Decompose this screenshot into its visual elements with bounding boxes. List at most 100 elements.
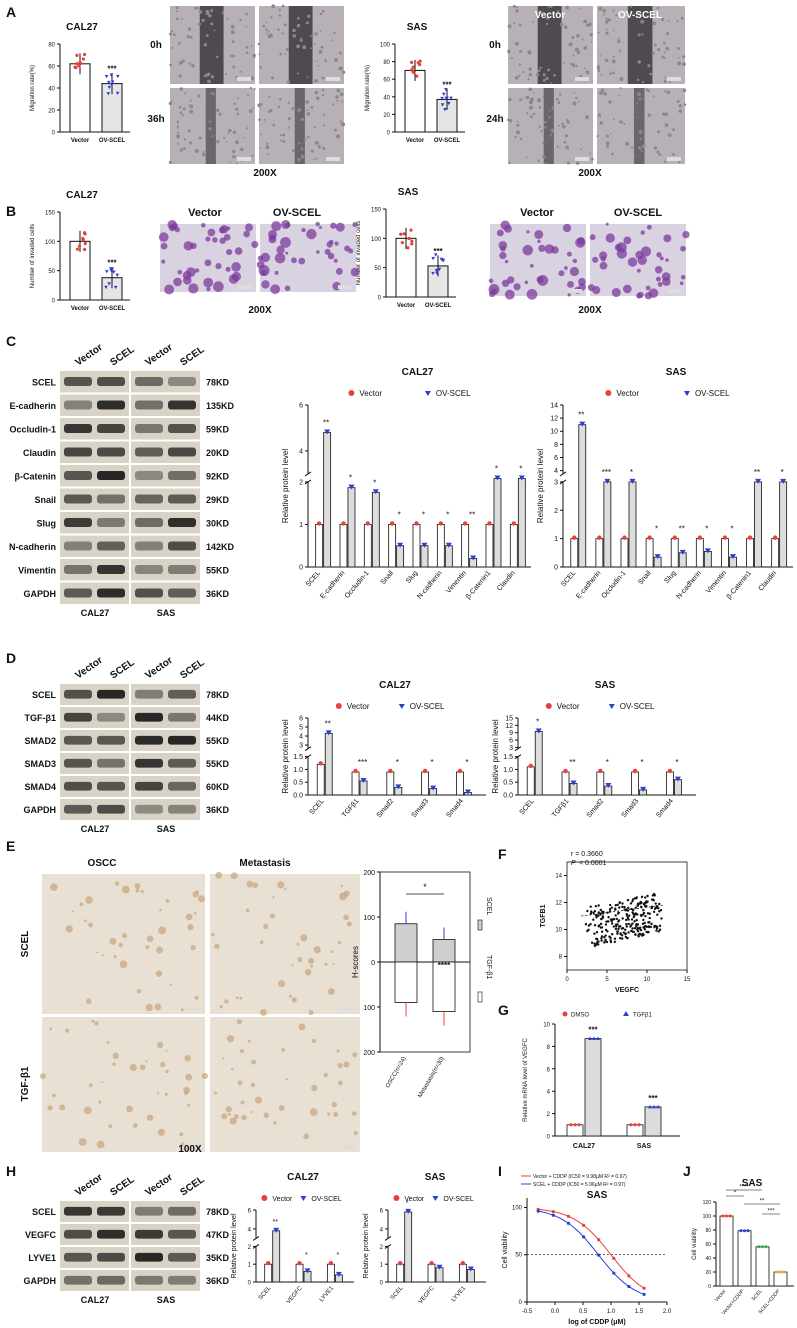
tissue-speck — [136, 989, 142, 994]
cell-blob — [544, 244, 555, 254]
data-point — [569, 1123, 573, 1127]
data-point — [551, 1213, 555, 1217]
scatter-point — [606, 911, 609, 914]
cell-speck — [338, 51, 341, 54]
wound-gap — [543, 88, 554, 164]
tissue-speck — [313, 946, 321, 954]
cell-speck — [306, 135, 310, 139]
bar-2 — [755, 1246, 770, 1287]
tissue-speck — [211, 932, 215, 937]
bar-vector — [351, 771, 360, 796]
scatter-point — [636, 904, 639, 907]
scatter-point — [614, 914, 617, 917]
scatter-point — [625, 925, 628, 928]
cell-speck — [576, 34, 580, 38]
cell-speck — [252, 107, 255, 109]
cell-speck — [232, 130, 237, 135]
blot-strip — [60, 582, 129, 604]
cell-speck — [201, 18, 205, 22]
bar-vector — [264, 1263, 273, 1283]
cell-speck — [322, 94, 325, 97]
cell-speck — [296, 16, 300, 20]
cell-speck — [664, 123, 669, 127]
cell-speck — [291, 149, 295, 152]
cell-speck — [339, 66, 344, 71]
tissue-speck — [333, 1112, 339, 1117]
cell-blob — [318, 225, 322, 229]
tissue-speck — [114, 881, 120, 886]
tissue-speck — [214, 943, 220, 950]
cell-speck — [194, 6, 198, 10]
data-point — [304, 1268, 311, 1274]
tissue-speck — [194, 911, 197, 915]
blot-band — [64, 471, 92, 480]
bar-vector — [631, 771, 640, 796]
data-point — [627, 1284, 631, 1289]
blot-protein-label: GAPDH — [23, 805, 56, 815]
scale-bar — [342, 1007, 356, 1011]
tissue-speck — [224, 999, 229, 1004]
blot-band — [97, 541, 125, 551]
data-point — [360, 777, 367, 783]
cell-speck — [538, 125, 541, 128]
cell-speck — [656, 6, 660, 10]
cell-speck — [519, 137, 523, 141]
cell-speck — [602, 8, 607, 13]
tissue-speck — [140, 890, 144, 894]
cell-blob — [274, 270, 279, 275]
cell-speck — [318, 49, 323, 54]
cell-speck — [177, 142, 180, 145]
bar-ov — [779, 481, 788, 568]
blot-band — [97, 447, 125, 457]
cell-speck — [306, 112, 311, 116]
significance-label: * — [373, 478, 376, 487]
blot-strip — [131, 441, 200, 463]
y-tick-label: 3 — [509, 745, 513, 752]
cell-speck — [568, 42, 573, 47]
data-point — [399, 232, 403, 236]
y-tick-label: 1 — [299, 522, 303, 529]
panel-label-b: B — [6, 203, 17, 219]
blot-kd-label: 47KD — [206, 1230, 230, 1240]
y-tick-label: 12 — [505, 723, 513, 730]
y-tick-label: 3 — [554, 479, 558, 486]
tissue-speck — [184, 1055, 191, 1062]
cell-speck — [537, 159, 540, 163]
scatter-point — [589, 912, 593, 915]
x-tick-label: E-cadherin — [319, 570, 346, 601]
cell-speck — [618, 94, 621, 97]
cell-speck — [640, 19, 645, 24]
cell-speck — [235, 162, 238, 165]
legend-label: Vector — [359, 389, 382, 398]
scatter-point — [627, 922, 630, 926]
tissue-speck — [308, 957, 315, 965]
bar-ov — [628, 481, 637, 568]
data-point — [435, 271, 439, 275]
blot-protein-label: VEGFC — [25, 1230, 57, 1240]
blot-band — [168, 1252, 196, 1262]
data-point — [437, 267, 442, 271]
data-point — [405, 1208, 412, 1214]
blot-protein-label: GAPDH — [23, 1276, 56, 1286]
cell-blob — [260, 269, 267, 277]
y-tick-label: 2 — [554, 508, 558, 515]
cell-speck — [565, 118, 569, 122]
cell-blob — [291, 257, 297, 264]
cell-speck — [297, 157, 301, 162]
blot-strip — [60, 1247, 129, 1268]
data-point — [418, 59, 422, 63]
data-point — [667, 768, 673, 774]
bar-vector — [746, 538, 754, 568]
blot-band — [64, 781, 92, 791]
scatter-point — [648, 916, 651, 920]
cell-speck — [615, 14, 618, 17]
scatter-point — [601, 910, 604, 913]
cell-speck — [623, 122, 626, 125]
tissue-speck — [263, 923, 269, 930]
data-point — [579, 421, 586, 427]
bar-ov — [324, 732, 333, 796]
cell-blob — [614, 243, 622, 251]
data-point — [647, 535, 652, 540]
bar-ov — [420, 545, 429, 568]
cell-speck — [647, 64, 651, 68]
